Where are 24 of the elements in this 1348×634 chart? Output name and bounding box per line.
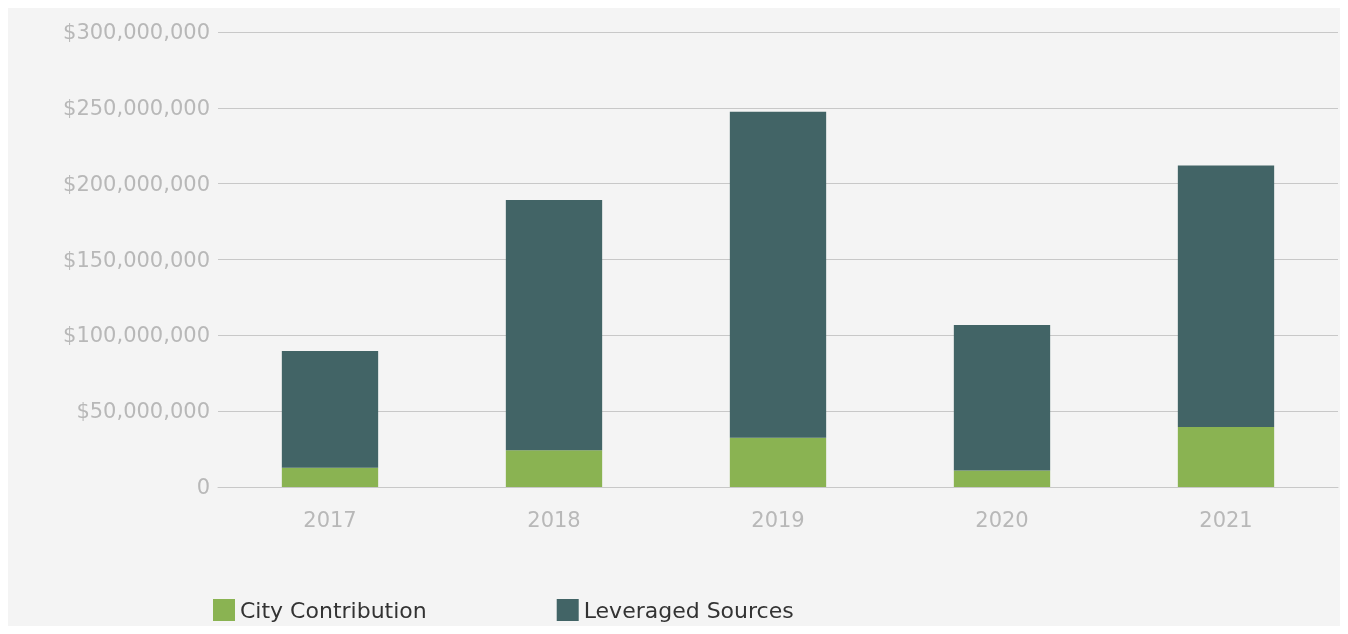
bar [1177,165,1275,428]
y-tick-label: $100,000,000 [63,323,210,348]
legend-label: City Contribution [240,597,427,623]
legend-label: Leveraged Sources [583,597,794,623]
bar [953,470,1051,487]
y-tick-label: $50,000,000 [76,399,210,424]
bar [1177,427,1275,487]
y-tick-label: $150,000,000 [63,247,210,272]
x-tick-label: 2019 [751,507,805,532]
bar [505,450,603,487]
y-tick-label: $300,000,000 [63,20,210,44]
bar [729,437,827,487]
y-tick-label: $250,000,000 [63,95,210,120]
bar [729,111,827,438]
y-tick-label: 0 [196,475,210,499]
bar [281,350,379,468]
x-tick-label: 2021 [1199,507,1253,532]
x-tick-label: 2018 [527,507,581,532]
bar [281,467,379,487]
y-tick-label: $200,000,000 [63,171,210,196]
x-tick-label: 2020 [975,507,1029,532]
bar [505,200,603,451]
x-tick-label: 2017 [303,507,357,532]
bar [953,325,1051,471]
